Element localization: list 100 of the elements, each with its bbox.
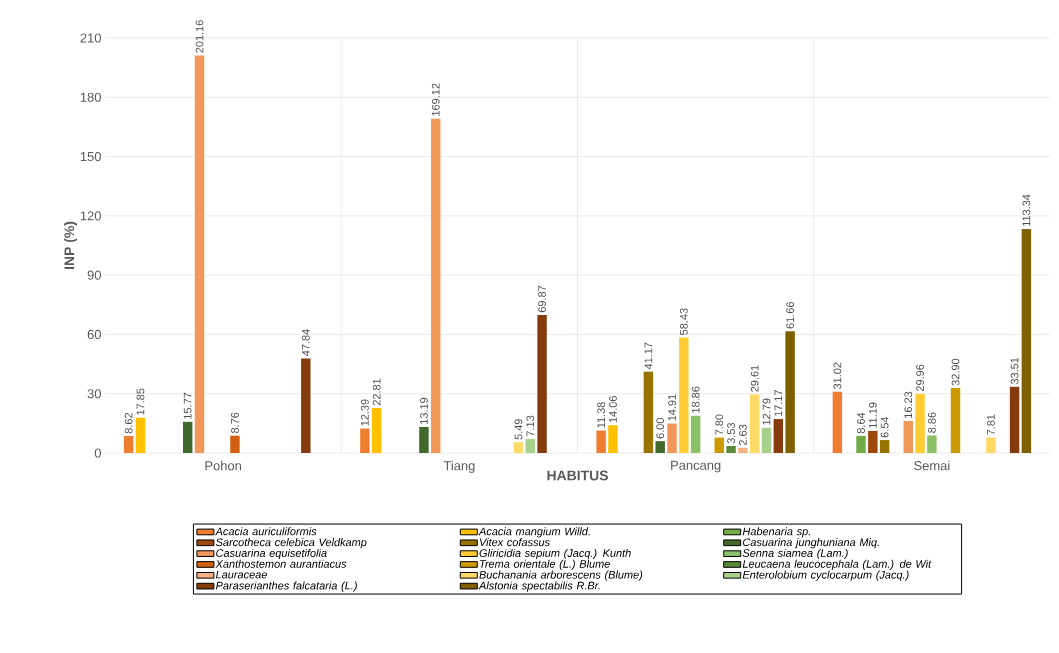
data-label: 5.49 bbox=[514, 419, 523, 440]
y-tick-label: 30 bbox=[87, 389, 101, 399]
bar bbox=[738, 447, 748, 453]
legend-label: Buchanania arborescens (Blume) bbox=[479, 570, 643, 581]
x-tick-label: Semai bbox=[914, 460, 950, 471]
bar bbox=[667, 423, 677, 453]
data-label: 113.34 bbox=[1022, 194, 1031, 226]
legend-label: Alstonia spectabilis R.Br. bbox=[478, 581, 600, 592]
x-axis-title: HABITUS bbox=[547, 470, 608, 481]
legend-label: Sarcotheca celebica Veldkamp bbox=[215, 538, 367, 549]
y-tick-label: 60 bbox=[87, 329, 101, 340]
legend-label: Senna siamea (Lam.) bbox=[742, 548, 848, 560]
data-label: 18.86 bbox=[691, 386, 700, 413]
legend-label: Paraserianthes falcataria (L.) bbox=[215, 581, 357, 592]
legend-label: Xanthostemon aurantiacus bbox=[215, 559, 347, 568]
bar bbox=[879, 440, 890, 453]
y-tick-label: 0 bbox=[94, 448, 101, 458]
bar bbox=[419, 426, 429, 453]
data-label: 7.13 bbox=[526, 415, 535, 437]
bar bbox=[986, 437, 996, 453]
data-label: 47.84 bbox=[301, 329, 310, 357]
bar bbox=[761, 427, 772, 453]
data-label: 31.02 bbox=[833, 362, 842, 390]
y-tick-label: 90 bbox=[87, 270, 101, 280]
bar bbox=[135, 417, 146, 453]
bar bbox=[655, 441, 665, 453]
data-label: 29.61 bbox=[750, 365, 759, 392]
data-label: 11.38 bbox=[597, 402, 606, 428]
data-label: 8.64 bbox=[857, 412, 865, 434]
data-label: 8.76 bbox=[231, 412, 239, 434]
data-label: 6.54 bbox=[880, 416, 889, 438]
bar bbox=[726, 446, 736, 453]
data-label: 12.39 bbox=[361, 399, 369, 426]
data-label: 12.79 bbox=[762, 398, 771, 425]
data-label: 69.87 bbox=[538, 285, 546, 313]
data-label: 7.80 bbox=[715, 414, 724, 435]
data-label: 14.06 bbox=[609, 396, 617, 423]
legend-label: Habenaria sp. bbox=[742, 527, 810, 538]
data-label: 32.90 bbox=[951, 358, 960, 386]
bar bbox=[749, 394, 760, 453]
bar bbox=[123, 435, 134, 453]
bar bbox=[679, 337, 689, 453]
data-label: 7.81 bbox=[987, 414, 995, 435]
data-label: 8.86 bbox=[928, 412, 936, 433]
data-label: 14.91 bbox=[668, 394, 676, 421]
legend-label: Leucaena leucocephala (Lam.) de Wit bbox=[742, 559, 932, 570]
y-tick-label: 180 bbox=[80, 92, 101, 102]
bar bbox=[832, 391, 843, 453]
legend-label: Lauraceae bbox=[215, 570, 267, 579]
data-label: 17.17 bbox=[774, 390, 783, 417]
data-label: 41.17 bbox=[644, 342, 653, 370]
bar bbox=[927, 435, 937, 453]
x-tick-label: Pancang bbox=[671, 460, 721, 473]
data-label: 6.00 bbox=[656, 418, 665, 439]
bar bbox=[431, 118, 441, 453]
data-label: 16.23 bbox=[904, 391, 913, 418]
legend-label: Enterolobium cyclocarpum (Jacq.) bbox=[742, 570, 909, 581]
data-label: 17.85 bbox=[136, 388, 145, 415]
bar bbox=[868, 430, 878, 453]
bar bbox=[230, 435, 240, 453]
data-label: 201.16 bbox=[195, 20, 204, 53]
bar bbox=[643, 371, 654, 453]
y-axis-title: INP (%) bbox=[64, 221, 78, 269]
data-label: 3.53 bbox=[727, 422, 735, 444]
bar bbox=[714, 437, 724, 453]
legend-label: Casuarina equisetifolia bbox=[216, 548, 327, 560]
bar bbox=[1021, 229, 1032, 453]
bar bbox=[182, 421, 193, 453]
bar bbox=[371, 407, 382, 453]
bar bbox=[596, 430, 606, 453]
data-label: 22.81 bbox=[372, 378, 381, 406]
data-label: 169.12 bbox=[431, 83, 440, 116]
data-label: 15.77 bbox=[183, 392, 192, 419]
legend-label: Acacia mangium Willd. bbox=[478, 527, 590, 538]
data-label: 29.96 bbox=[916, 364, 924, 392]
bar bbox=[525, 438, 535, 453]
y-tick-label: 210 bbox=[80, 33, 101, 43]
bar bbox=[513, 442, 524, 453]
data-label: 13.19 bbox=[420, 397, 428, 424]
legend-label: Gliricidia sepium (Jacq.) Kunth bbox=[479, 548, 631, 560]
bar bbox=[950, 387, 961, 453]
x-tick-label: Pohon bbox=[205, 460, 241, 471]
data-label: 11.19 bbox=[868, 402, 877, 428]
bar bbox=[1009, 386, 1020, 453]
bar bbox=[903, 420, 913, 453]
x-tick-label: Tiang bbox=[443, 460, 475, 473]
data-label: 58.43 bbox=[679, 308, 688, 335]
legend-label: Trema orientale (L.) Blume bbox=[479, 559, 610, 570]
bar bbox=[608, 425, 618, 453]
bar bbox=[785, 331, 795, 453]
data-label: 61.66 bbox=[786, 302, 795, 329]
y-tick-label: 150 bbox=[80, 151, 101, 162]
legend-label: Vitex cofassus bbox=[479, 538, 550, 547]
legend-label: Acacia auriculiformis bbox=[215, 527, 317, 536]
data-label: 33.51 bbox=[1010, 357, 1019, 385]
bar bbox=[194, 55, 205, 453]
data-label: 2.63 bbox=[739, 424, 747, 446]
bar bbox=[915, 393, 925, 453]
data-label: 8.62 bbox=[124, 412, 133, 434]
bar bbox=[537, 314, 547, 453]
